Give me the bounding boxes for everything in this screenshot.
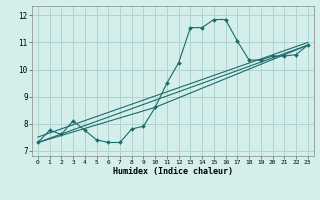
X-axis label: Humidex (Indice chaleur): Humidex (Indice chaleur) [113,167,233,176]
